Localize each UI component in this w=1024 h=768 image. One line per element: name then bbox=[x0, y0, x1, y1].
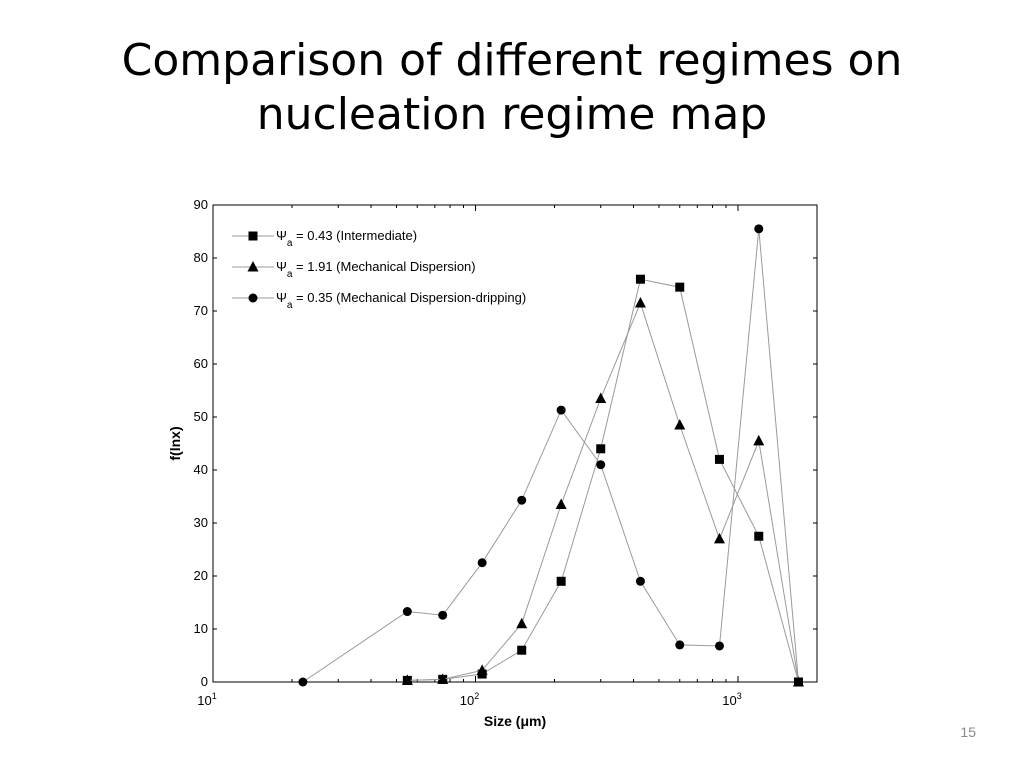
series-triangle-point bbox=[634, 297, 646, 308]
series-circle-point bbox=[556, 405, 566, 415]
y-axis-label: f(lnx) bbox=[167, 426, 183, 460]
x-tick-label: 103 bbox=[722, 691, 741, 708]
y-tick-label: 40 bbox=[194, 462, 208, 477]
series-circle-point bbox=[402, 607, 412, 617]
series-circle-point bbox=[298, 677, 308, 687]
plot-frame bbox=[212, 204, 818, 683]
y-tick-label: 20 bbox=[194, 568, 208, 583]
x-tick-label: 102 bbox=[460, 691, 479, 708]
slide-title-line-2: nucleation regime map bbox=[256, 89, 768, 140]
series-circle-point bbox=[635, 576, 645, 586]
series-circle-point bbox=[596, 460, 606, 470]
series-triangle-point bbox=[476, 664, 488, 675]
series-square-point bbox=[517, 645, 527, 655]
series-triangle-point bbox=[595, 392, 607, 403]
x-tick-label: 101 bbox=[197, 691, 216, 708]
page-number: 15 bbox=[960, 724, 976, 740]
y-tick-label: 30 bbox=[194, 515, 208, 530]
series-square-point bbox=[714, 454, 724, 464]
series-square-point bbox=[635, 274, 645, 284]
legend-marker-triangle bbox=[247, 261, 259, 272]
x-axis-label: Size (μm) bbox=[484, 713, 546, 729]
series-square-point bbox=[675, 282, 685, 292]
y-tick-label: 60 bbox=[194, 356, 208, 371]
series-circle-point bbox=[714, 641, 724, 651]
series-triangle-point bbox=[674, 418, 686, 430]
series-circle-point bbox=[675, 640, 685, 650]
y-tick-label: 0 bbox=[201, 674, 208, 689]
series-circle-line bbox=[302, 228, 799, 683]
legend-entry: Ψa = 0.43 (Intermediate) bbox=[276, 228, 417, 249]
series-triangle-point bbox=[401, 674, 413, 685]
series-square-point bbox=[556, 576, 566, 586]
series-triangle-point bbox=[437, 673, 449, 684]
series-circle-point bbox=[793, 677, 803, 687]
y-tick-label: 80 bbox=[194, 250, 208, 265]
slide-title-line-1: Comparison of different regimes on bbox=[121, 35, 903, 86]
y-tick-label: 90 bbox=[194, 197, 208, 212]
series-triangle-point bbox=[713, 532, 725, 544]
series-square-point bbox=[596, 444, 606, 454]
series-square-line bbox=[407, 278, 799, 683]
series-circle-point bbox=[517, 495, 527, 505]
series-square-point bbox=[754, 531, 764, 541]
series-triangle-point bbox=[753, 434, 765, 446]
series-triangle-line bbox=[407, 301, 799, 683]
y-tick-label: 70 bbox=[194, 303, 208, 318]
legend-entry: Ψa = 1.91 (Mechanical Dispersion) bbox=[276, 259, 476, 280]
y-tick-label: 10 bbox=[194, 621, 208, 636]
y-tick-label: 50 bbox=[194, 409, 208, 424]
series-circle-point bbox=[438, 610, 448, 620]
series-circle-point bbox=[754, 224, 764, 234]
series-triangle-point bbox=[555, 498, 567, 509]
legend-marker-circle bbox=[248, 293, 258, 303]
legend-entry: Ψa = 0.35 (Mechanical Dispersion-drippin… bbox=[276, 290, 526, 311]
series-triangle-point bbox=[516, 617, 528, 629]
series-circle-point bbox=[477, 558, 487, 568]
legend-marker-square bbox=[248, 231, 258, 241]
slide-title: Comparison of different regimes on nucle… bbox=[40, 34, 984, 142]
